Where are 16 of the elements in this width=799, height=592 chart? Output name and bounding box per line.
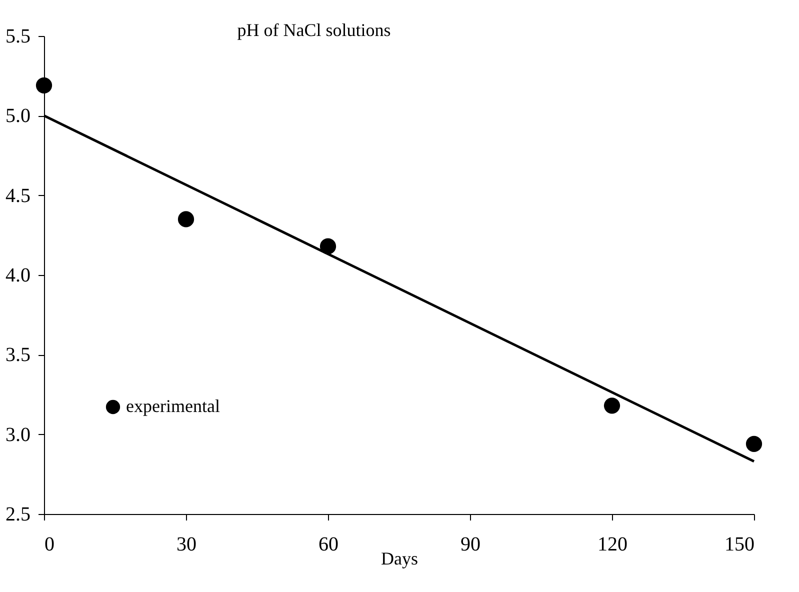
x-tick-label: 60 bbox=[318, 534, 338, 556]
x-tick-label: 150 bbox=[724, 534, 754, 556]
x-tick-label: 90 bbox=[460, 534, 480, 556]
x-axis-title: Days bbox=[381, 548, 418, 568]
y-tick-label: 5.0 bbox=[6, 105, 30, 128]
x-tick-label: 0 bbox=[44, 534, 54, 556]
legend-label: experimental bbox=[126, 396, 220, 416]
x-tick-label: 30 bbox=[176, 534, 196, 556]
chart-title: pH of NaCl solutions bbox=[237, 20, 391, 40]
y-tick-label: 2.5 bbox=[6, 504, 30, 526]
y-tick-label: 4.5 bbox=[6, 184, 30, 207]
y-tick-label: 5.5 bbox=[6, 26, 30, 48]
y-tick-label: 4.0 bbox=[6, 264, 30, 286]
y-tick-label: 3.0 bbox=[6, 424, 30, 446]
x-tick-label: 120 bbox=[598, 534, 628, 556]
y-tick-label: 3.5 bbox=[6, 344, 30, 366]
